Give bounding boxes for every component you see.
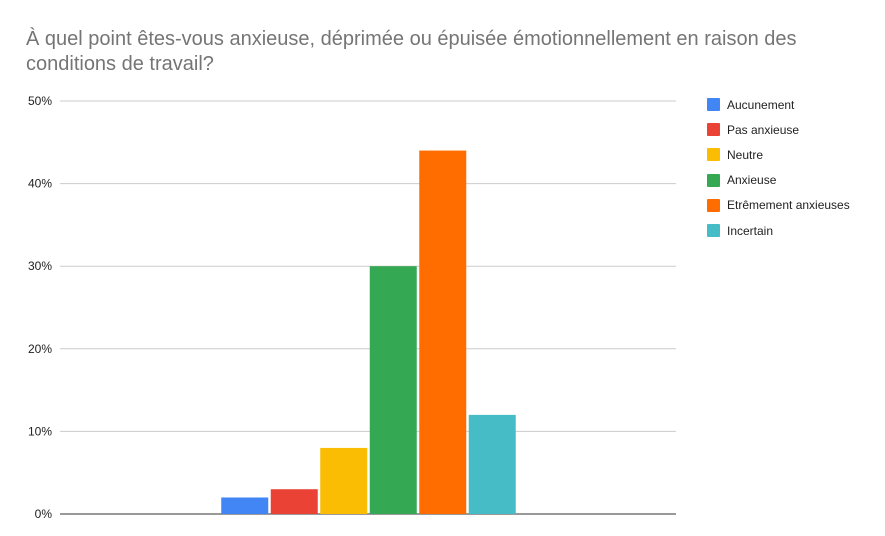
- legend-item: Etrêmement anxieuses: [707, 193, 850, 218]
- bars: [221, 150, 516, 514]
- legend: Aucunement Pas anxieuse Neutre Anxieuse Etrê…: [707, 92, 850, 243]
- y-axis: 0% 10% 20% 30% 40% 50%: [28, 94, 676, 521]
- legend-item: Neutre: [707, 142, 850, 167]
- gridlines: [60, 100, 676, 432]
- legend-item: Pas anxieuse: [707, 117, 850, 142]
- bar-1: [221, 497, 269, 514]
- legend-label: Anxieuse: [727, 173, 777, 188]
- y-tick-label: 20%: [28, 342, 52, 356]
- y-tick-label: 30%: [28, 259, 52, 273]
- bar-4: [369, 266, 417, 514]
- bar-3: [320, 447, 368, 514]
- legend-item: Anxieuse: [707, 168, 850, 193]
- legend-swatch: [707, 123, 720, 137]
- legend-swatch: [707, 224, 720, 238]
- y-tick-label: 0%: [35, 507, 53, 521]
- legend-item: Aucunement: [707, 92, 850, 117]
- legend-label: Aucunement: [727, 97, 795, 112]
- legend-swatch: [707, 198, 720, 212]
- legend-swatch: [707, 173, 720, 187]
- y-tick-label: 40%: [28, 177, 52, 191]
- bar-2: [270, 489, 318, 514]
- y-tick-label: 10%: [28, 424, 52, 438]
- legend-swatch: [707, 98, 720, 112]
- legend-label: Incertain: [727, 223, 774, 238]
- legend-label: Pas anxieuse: [727, 122, 800, 137]
- y-tick-label: 50%: [28, 94, 52, 108]
- chart-title: À quel point êtes-vous anxieuse, déprimé…: [26, 28, 797, 75]
- legend-label: Etrêmement anxieuses: [727, 198, 850, 213]
- legend-swatch: [707, 148, 720, 162]
- bar-5: [419, 150, 467, 514]
- legend-item: Incertain: [707, 218, 850, 243]
- legend-label: Neutre: [727, 147, 764, 162]
- bar-6: [468, 414, 516, 514]
